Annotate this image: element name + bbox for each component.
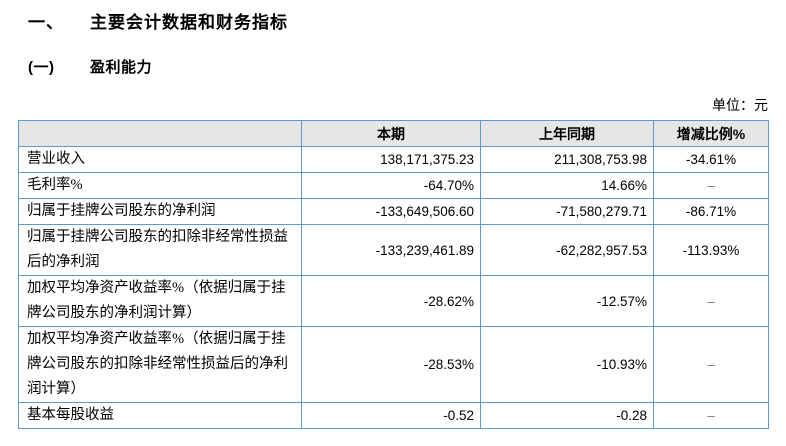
current-period-value: 138,171,375.23 [301,146,481,173]
indicator-label: 毛利率% [18,172,302,199]
indicator-label: 基本每股收益 [18,402,302,429]
change-ratio-value: – [653,402,769,429]
prior-period-value: -10.93% [480,326,654,403]
change-ratio-value: – [653,326,769,403]
table-row: 营业收入 138,171,375.23 211,308,753.98 -34.61% [18,146,769,173]
table-row: 加权平均净资产收益率%（依据归属于挂牌公司股东的净利润计算） -28.62% -12… [18,275,769,327]
current-period-value: -64.70% [301,172,481,199]
current-period-value: -133,649,506.60 [301,198,481,225]
header-prior-period: 上年同期 [480,120,654,147]
table-header-row: 本期 上年同期 增减比例% [18,120,769,147]
indicator-label: 营业收入 [18,146,302,173]
section-number: 一、 [28,13,64,32]
header-change-ratio: 增减比例% [653,120,769,147]
current-period-value: -28.53% [301,326,481,403]
financial-indicators-table: 本期 上年同期 增减比例% 营业收入 138,171,375.23 211,308,… [18,120,769,429]
table-row: 归属于挂牌公司股东的净利润 -133,649,506.60 -71,580,279.… [18,198,769,225]
change-ratio-value: – [653,172,769,199]
current-period-value: -28.62% [301,275,481,327]
indicator-label: 归属于挂牌公司股东的净利润 [18,198,302,225]
table-row: 基本每股收益 -0.52 -0.28– [18,402,769,429]
prior-period-value: 211,308,753.98 [480,146,654,173]
change-ratio-value: -113.93% [653,224,769,276]
subsection-title: 盈利能力 [90,59,153,76]
unit-label: 单位：元 [712,99,768,114]
indicator-label: 加权平均净资产收益率%（依据归属于挂牌公司股东的扣除非经常性损益后的净利润计算） [18,326,302,403]
header-indicator [18,120,302,147]
document-page: 一、 主要会计数据和财务指标 (一) 盈利能力 单位：元 本期 上年同期 增减比例%… [0,12,786,446]
current-period-value: -0.52 [301,402,481,429]
current-period-value: -133,239,461.89 [301,224,481,276]
section-heading: 一、 主要会计数据和财务指标 [28,12,786,34]
prior-period-value: -0.28 [480,402,654,429]
subsection-heading: (一) 盈利能力 [28,58,786,78]
prior-period-value: -12.57% [480,275,654,327]
change-ratio-value: -34.61% [653,146,769,173]
prior-period-value: -71,580,279.71 [480,198,654,225]
indicator-label: 归属于挂牌公司股东的扣除非经常性损益后的净利润 [18,224,302,276]
table-row: 归属于挂牌公司股东的扣除非经常性损益后的净利润 -133,239,461.89 -6… [18,224,769,276]
indicator-label: 加权平均净资产收益率%（依据归属于挂牌公司股东的净利润计算） [18,275,302,327]
table-row: 加权平均净资产收益率%（依据归属于挂牌公司股东的扣除非经常性损益后的净利润计算）… [18,326,769,403]
subsection-number: (一) [28,59,55,76]
header-current-period: 本期 [301,120,481,147]
prior-period-value: 14.66% [480,172,654,199]
change-ratio-value: – [653,275,769,327]
change-ratio-value: -86.71% [653,198,769,225]
prior-period-value: -62,282,957.53 [480,224,654,276]
table-row: 毛利率% -64.70% 14.66% – [18,172,769,199]
section-title: 主要会计数据和财务指标 [90,13,288,32]
